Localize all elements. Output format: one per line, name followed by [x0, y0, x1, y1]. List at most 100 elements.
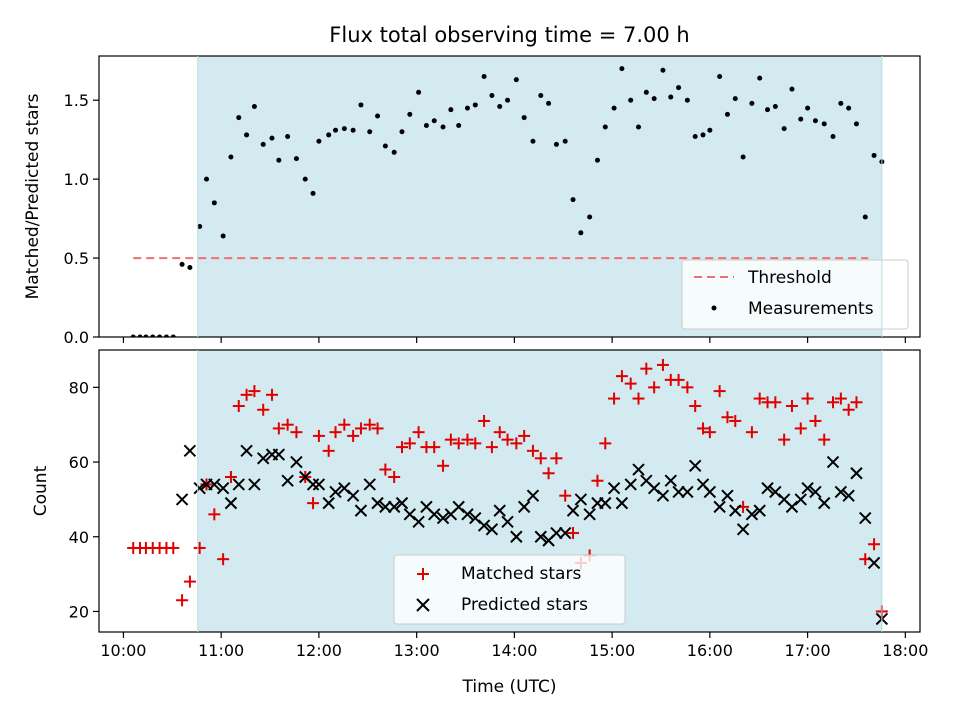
- predicted-stars-point: [395, 496, 409, 510]
- x-tick-label: 18:00: [882, 641, 928, 660]
- matched-stars-point: [493, 426, 506, 439]
- predicted-stars-point: [363, 478, 376, 491]
- matched-stars-point: [412, 426, 425, 439]
- measurements-point: [260, 141, 266, 147]
- predicted-stars-point: [713, 500, 726, 514]
- measurements-point: [562, 138, 568, 144]
- matched-stars-point: [257, 403, 270, 416]
- measurements-point: [717, 74, 723, 80]
- measurements-point: [546, 100, 552, 106]
- predicted-stars-point: [736, 523, 750, 536]
- matched-stars-point: [785, 400, 798, 413]
- matched-stars-point: [632, 392, 645, 405]
- matched-stars-point: [697, 422, 710, 435]
- matched-stars-point: [428, 441, 441, 454]
- matched-stars-point: [248, 385, 261, 398]
- matched-stars-point: [232, 400, 245, 413]
- matched-stars-point: [312, 429, 325, 442]
- matched-stars-point: [526, 444, 539, 457]
- matched-stars-point: [721, 411, 734, 424]
- measurements-point: [772, 104, 778, 110]
- top-legend-box: [681, 259, 909, 330]
- matched-stars-point: [354, 422, 367, 435]
- predicted-stars-point: [826, 455, 840, 469]
- y-tick-label: 0.0: [64, 328, 89, 347]
- matched-stars-point: [809, 414, 822, 427]
- measurements-point: [326, 132, 332, 138]
- matched-stars-point: [542, 467, 555, 480]
- predicted-stars-point: [721, 489, 734, 502]
- matched-stars-point: [395, 441, 408, 454]
- predicted-stars-point: [842, 489, 855, 502]
- matched-stars-point: [322, 444, 335, 457]
- matched-stars-point: [167, 541, 180, 554]
- matched-stars-point: [640, 362, 653, 375]
- predicted-stars-point: [183, 444, 197, 458]
- y-tick-label: 60: [69, 453, 89, 472]
- measurements-point: [197, 223, 203, 229]
- predicted-stars-point: [517, 500, 531, 514]
- measurements-point: [651, 96, 657, 102]
- measurements-point: [781, 126, 787, 132]
- matched-stars-point: [850, 396, 863, 409]
- matched-stars-point: [608, 392, 621, 405]
- measurements-point: [530, 138, 536, 144]
- measurements-point: [676, 85, 682, 91]
- bottom-axes-frame: [98, 349, 921, 633]
- measurements-point: [150, 334, 156, 337]
- measurements-point: [187, 265, 193, 271]
- legend-measurements-swatch: [711, 305, 717, 311]
- measurements-point: [684, 97, 690, 103]
- predicted-stars-point: [534, 530, 547, 543]
- predicted-stars-point: [501, 515, 514, 529]
- predicted-stars-point: [387, 500, 401, 514]
- matched-stars-point: [615, 370, 628, 383]
- matched-stars-point: [794, 422, 807, 435]
- predicted-stars-point: [801, 481, 814, 495]
- legend-matched-swatch: [417, 568, 429, 580]
- legend-predicted-label: Predicted stars: [461, 595, 588, 615]
- matched-stars-point: [183, 575, 196, 588]
- measurements-point: [358, 102, 364, 108]
- predicted-stars-point: [428, 508, 441, 521]
- measurements-point: [333, 127, 339, 133]
- measurements-point: [740, 154, 746, 160]
- y-tick-label: 20: [69, 602, 89, 621]
- matched-stars-point: [591, 474, 604, 487]
- predicted-stars-point: [175, 493, 189, 506]
- predicted-stars-point: [607, 481, 621, 495]
- predicted-stars-point: [329, 485, 342, 499]
- matched-stars-point: [559, 489, 572, 502]
- matched-stars-point: [729, 414, 742, 427]
- matched-stars-point: [217, 553, 230, 566]
- matched-stars-point: [834, 392, 847, 405]
- x-tick-label: 11:00: [198, 641, 244, 660]
- measurements-point: [812, 118, 818, 124]
- measurements-point: [472, 102, 478, 108]
- x-axis-label: Time (UTC): [462, 677, 557, 697]
- predicted-stars-point: [867, 556, 881, 570]
- predicted-stars-point: [703, 485, 717, 499]
- matched-stars-point: [672, 373, 685, 386]
- predicted-stars-point: [281, 474, 294, 487]
- legend-measurements-label: Measurements: [748, 299, 874, 319]
- matched-stars-point: [444, 433, 457, 446]
- matched-stars-point: [379, 463, 392, 476]
- measurements-point: [236, 115, 242, 121]
- matched-stars-point: [842, 403, 855, 416]
- predicted-stars-point: [624, 478, 637, 491]
- predicted-stars-point: [559, 526, 572, 540]
- predicted-stars-point: [485, 523, 499, 536]
- matched-stars-point: [347, 429, 360, 442]
- top-legend: Threshold Measurements: [681, 259, 909, 330]
- measurements-point: [481, 74, 487, 80]
- y-tick-label: 1.0: [64, 170, 89, 189]
- predicted-stars-point: [240, 444, 253, 458]
- predicted-stars-point: [809, 485, 822, 499]
- measurements-point: [602, 124, 608, 130]
- matched-stars-point: [648, 381, 661, 394]
- predicted-stars-point: [216, 481, 230, 495]
- measurements-point: [749, 100, 755, 106]
- x-tick-label: 17:00: [785, 641, 831, 660]
- predicted-stars-point: [322, 496, 335, 510]
